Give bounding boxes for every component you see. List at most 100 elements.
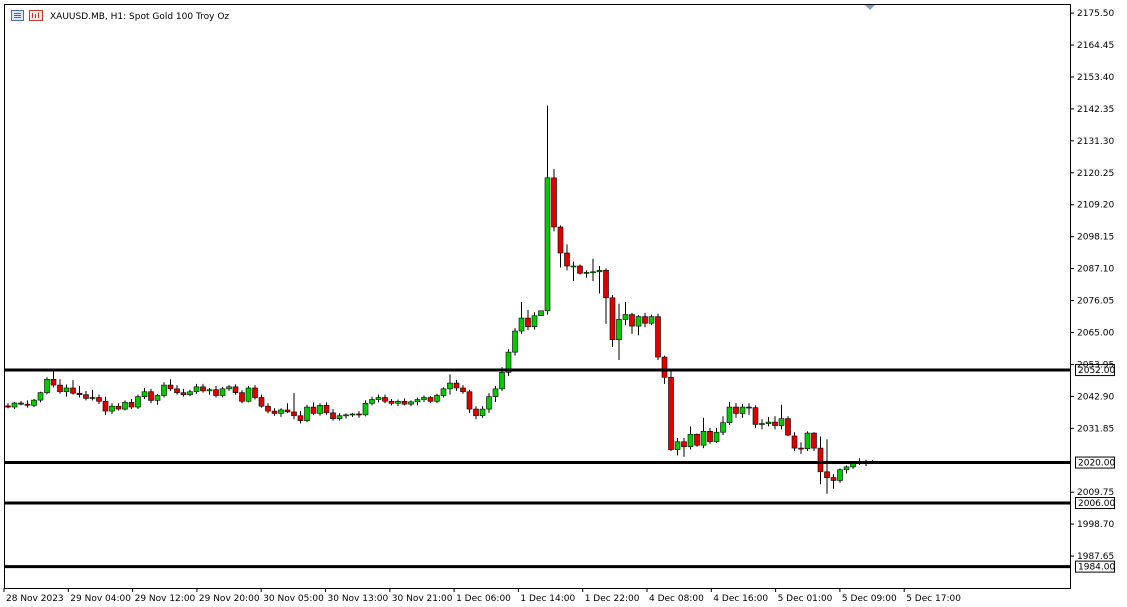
candle (739, 404, 746, 418)
chart-menu-icon[interactable] (11, 10, 24, 21)
plot-border (4, 4, 1071, 589)
candle-body-bull (37, 392, 44, 401)
candle (609, 294, 616, 347)
candle-body-bull (635, 316, 642, 327)
candle (460, 385, 466, 394)
candle (577, 264, 583, 275)
candle-body-bull (414, 399, 421, 403)
candle-body-bear (291, 411, 297, 417)
candle-body-bull (531, 315, 538, 328)
price-tick-label: 2098.15 (1077, 233, 1114, 243)
candle-body-bull (713, 431, 720, 443)
time-axis: 28 Nov 2023 29 Nov 04:00 29 Nov 12:00 29 No… (3, 588, 961, 604)
chart-shift-marker-icon[interactable] (865, 5, 875, 10)
candle-body-bull (499, 372, 505, 390)
candle-body-bear (746, 406, 752, 409)
price-tick-label: 2153.40 (1077, 73, 1114, 83)
candle (473, 406, 479, 420)
candle-body-bull (89, 397, 96, 399)
candle-body-bear (5, 405, 11, 408)
candle-body-bear (629, 314, 635, 327)
candle (525, 309, 531, 331)
candle-body-bear (603, 270, 609, 299)
candle-body-bull (304, 406, 310, 421)
candle (700, 417, 707, 449)
candle-body-bear (661, 356, 668, 378)
time-tick-label: 30 Nov 21:00 (392, 594, 453, 604)
candle (401, 398, 408, 406)
candle (720, 416, 726, 436)
candle-body-bear (271, 410, 278, 414)
price-tick-label: 2164.45 (1077, 41, 1114, 51)
candle-body-bull (843, 466, 850, 471)
candle (226, 385, 232, 391)
candle-body-bull (395, 400, 401, 404)
candle (187, 389, 193, 397)
candle (492, 385, 499, 402)
candle (824, 439, 830, 494)
candle-body-bull (226, 386, 232, 390)
candle-body-bull (122, 402, 128, 410)
candle (252, 385, 258, 400)
candle (557, 225, 564, 268)
price-tick-label: 1998.70 (1077, 520, 1114, 530)
candle (375, 394, 382, 403)
candle (206, 387, 213, 395)
candle-body-bull (317, 405, 323, 414)
price-tick-label: 2031.85 (1077, 424, 1114, 434)
candle (349, 412, 356, 417)
candle (343, 413, 349, 419)
candle (128, 398, 135, 410)
candle (193, 383, 200, 394)
price-tick-label: 2065.00 (1077, 328, 1114, 338)
candle-body-bull (616, 319, 622, 341)
candle-body-bull (512, 330, 518, 353)
candle (89, 389, 96, 401)
candle-body-bull (726, 406, 733, 423)
candle (63, 384, 70, 397)
candle (70, 380, 76, 395)
candle (440, 387, 447, 398)
candle (837, 468, 843, 483)
candle (382, 394, 388, 404)
candle (655, 313, 661, 360)
candle (765, 416, 772, 427)
candle (804, 431, 811, 451)
chart-title: XAUUSD.MB, H1: Spot Gold 100 Troy Oz (50, 12, 229, 22)
candle (707, 427, 713, 444)
level-label-inner (1076, 498, 1114, 509)
candle-body-bear (24, 403, 31, 406)
price-tick-label: 2042.90 (1077, 392, 1114, 402)
candle (427, 396, 434, 404)
candle (791, 432, 798, 451)
candle (590, 258, 596, 282)
candle-body-bull (161, 384, 167, 396)
candle-body-bull (720, 422, 726, 433)
chart-bars-icon[interactable] (29, 10, 43, 21)
candle (109, 403, 115, 414)
candle-body-bear (694, 433, 700, 446)
candle-body-bull (362, 403, 369, 416)
candle (317, 403, 323, 416)
candle (538, 310, 544, 317)
candle (167, 379, 174, 391)
candle-body-bear (284, 409, 291, 413)
candle (629, 312, 635, 334)
candle (395, 399, 401, 407)
candle-body-bear (174, 388, 180, 393)
candle (44, 377, 50, 395)
candle-body-bull (687, 433, 694, 447)
candle (83, 390, 89, 401)
candle-body-bear (707, 431, 713, 443)
candle (271, 408, 278, 416)
candle-body-bull (518, 317, 525, 332)
time-tick-label: 4 Dec 16:00 (713, 594, 768, 604)
price-tick-label: 2109.20 (1077, 201, 1114, 211)
candle-body-bear (356, 413, 362, 416)
time-tick-label: 29 Nov 04:00 (70, 594, 131, 604)
candle (564, 244, 570, 271)
candle-body-bull (804, 432, 811, 449)
candle-body-bull (837, 469, 843, 481)
time-tick-label: 29 Nov 12:00 (135, 594, 196, 604)
